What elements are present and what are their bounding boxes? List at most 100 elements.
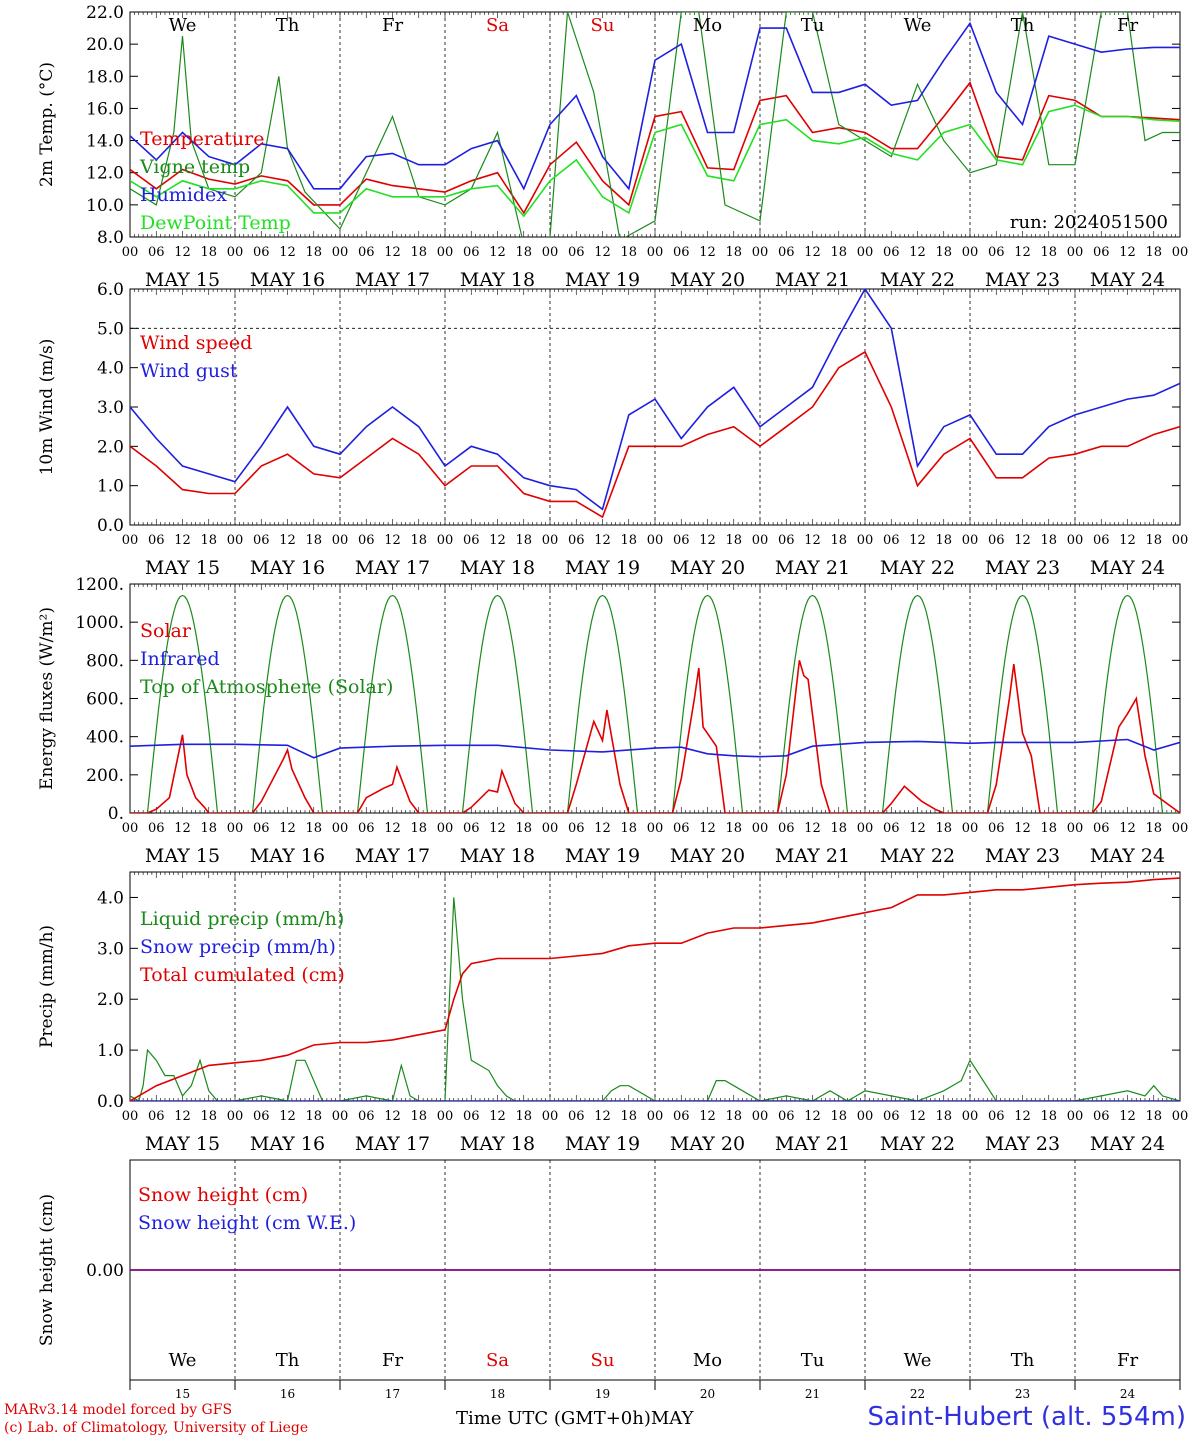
hour-label: 18 bbox=[515, 533, 532, 548]
legend-entry: Top of Atmosphere (Solar) bbox=[140, 676, 393, 698]
hour-label: 06 bbox=[988, 533, 1005, 548]
hour-label: 00 bbox=[542, 1109, 559, 1124]
hour-label: 12 bbox=[384, 1109, 401, 1124]
day-number-label: 24 bbox=[1120, 1387, 1136, 1401]
toa-solar-line bbox=[1075, 594, 1180, 813]
hour-label: 06 bbox=[1093, 821, 1110, 836]
weekday-label: Th bbox=[1011, 15, 1035, 36]
hour-label: 18 bbox=[830, 821, 847, 836]
y-tick-label: 2.0 bbox=[97, 990, 124, 1010]
weekday-label: We bbox=[904, 15, 932, 36]
y-tick-label: 22.0 bbox=[86, 3, 124, 23]
hour-label: 00 bbox=[1172, 245, 1189, 260]
solar-line bbox=[130, 660, 1180, 813]
hour-label: 00 bbox=[962, 821, 979, 836]
hour-label: 06 bbox=[883, 245, 900, 260]
hour-label: 18 bbox=[620, 245, 637, 260]
hour-label: 06 bbox=[253, 1109, 270, 1124]
hour-label: 12 bbox=[699, 1109, 716, 1124]
hour-label: 06 bbox=[148, 533, 165, 548]
run-label: run: 2024051500 bbox=[1010, 212, 1168, 233]
day-number-label: 16 bbox=[280, 1387, 295, 1401]
y-tick-label: 10.0 bbox=[86, 196, 124, 216]
date-label: MAY 21 bbox=[775, 269, 850, 291]
day-number-label: 18 bbox=[490, 1387, 505, 1401]
y-tick-label: 800. bbox=[86, 651, 124, 671]
hour-label: 12 bbox=[909, 245, 926, 260]
date-label: MAY 17 bbox=[355, 269, 430, 291]
weekday-label: Mo bbox=[693, 1350, 722, 1371]
snow-y-axis-label: Snow height (cm) bbox=[37, 1194, 57, 1346]
hour-label: 06 bbox=[778, 533, 795, 548]
hour-label: 18 bbox=[1145, 245, 1162, 260]
legend-entry: Vigne temp bbox=[139, 156, 250, 178]
hour-label: 00 bbox=[122, 1109, 139, 1124]
date-label: MAY 23 bbox=[985, 557, 1060, 579]
legend-entry: Snow height (cm W.E.) bbox=[138, 1212, 356, 1234]
toa-solar-line bbox=[340, 594, 445, 813]
hour-label: 00 bbox=[332, 821, 349, 836]
infrared-line bbox=[130, 738, 1180, 759]
y-tick-label: 14.0 bbox=[86, 132, 124, 152]
hour-label: 00 bbox=[227, 533, 244, 548]
hour-label: 18 bbox=[935, 1109, 952, 1124]
station-name: Saint-Hubert (alt. 554m) bbox=[867, 1402, 1186, 1432]
hour-label: 18 bbox=[725, 1109, 742, 1124]
hour-label: 00 bbox=[437, 245, 454, 260]
hour-label: 06 bbox=[673, 821, 690, 836]
hour-label: 00 bbox=[647, 1109, 664, 1124]
hour-label: 12 bbox=[804, 245, 821, 260]
hour-label: 18 bbox=[200, 821, 217, 836]
hour-label: 00 bbox=[857, 821, 874, 836]
y-tick-label: 16.0 bbox=[86, 99, 124, 119]
hour-label: 18 bbox=[1145, 1109, 1162, 1124]
hour-label: 00 bbox=[752, 533, 769, 548]
hour-label: 18 bbox=[725, 533, 742, 548]
weekday-label: We bbox=[169, 1350, 197, 1371]
y-tick-label: 3.0 bbox=[97, 939, 124, 959]
y-tick-label: 1.0 bbox=[97, 477, 124, 497]
hour-label: 12 bbox=[384, 245, 401, 260]
hour-label: 18 bbox=[620, 1109, 637, 1124]
hour-label: 12 bbox=[384, 821, 401, 836]
hour-label: 06 bbox=[148, 245, 165, 260]
toa-solar-line bbox=[235, 594, 340, 813]
y-tick-label: 6.0 bbox=[97, 280, 124, 300]
day-number-label: 17 bbox=[385, 1387, 400, 1401]
hour-label: 00 bbox=[437, 533, 454, 548]
hour-label: 00 bbox=[227, 245, 244, 260]
date-label: MAY 17 bbox=[355, 845, 430, 867]
weekday-label: Sa bbox=[486, 15, 509, 36]
hour-label: 12 bbox=[1119, 1109, 1136, 1124]
day-number-label: 20 bbox=[700, 1387, 715, 1401]
energy-panel bbox=[129, 583, 1181, 814]
date-label: MAY 19 bbox=[565, 557, 640, 579]
y-tick-label: 600. bbox=[86, 690, 124, 710]
hour-label: 12 bbox=[279, 533, 296, 548]
hour-label: 18 bbox=[410, 821, 427, 836]
hour-label: 00 bbox=[857, 533, 874, 548]
hour-label: 12 bbox=[174, 245, 191, 260]
hour-label: 06 bbox=[883, 1109, 900, 1124]
hour-label: 12 bbox=[594, 533, 611, 548]
legend-entry: Solar bbox=[140, 620, 192, 642]
toa-solar-line bbox=[970, 594, 1075, 813]
dewpoint-temp-line bbox=[130, 104, 1180, 218]
hour-label: 06 bbox=[253, 533, 270, 548]
hour-label: 18 bbox=[305, 533, 322, 548]
toa-solar-line bbox=[445, 594, 550, 813]
date-label: MAY 20 bbox=[670, 269, 745, 291]
date-label: MAY 24 bbox=[1090, 557, 1165, 579]
legend-entry: Snow height (cm) bbox=[138, 1184, 308, 1206]
day-number-label: 19 bbox=[595, 1387, 610, 1401]
wind-gust-line bbox=[130, 289, 1180, 511]
hour-label: 12 bbox=[1014, 245, 1031, 260]
hour-label: 06 bbox=[988, 1109, 1005, 1124]
wind-speed-line bbox=[130, 350, 1180, 519]
snow-panel bbox=[129, 1159, 1181, 1390]
hour-label: 18 bbox=[200, 245, 217, 260]
hour-label: 18 bbox=[830, 533, 847, 548]
date-label: MAY 22 bbox=[880, 845, 955, 867]
hour-label: 06 bbox=[568, 1109, 585, 1124]
hour-label: 18 bbox=[1040, 1109, 1057, 1124]
